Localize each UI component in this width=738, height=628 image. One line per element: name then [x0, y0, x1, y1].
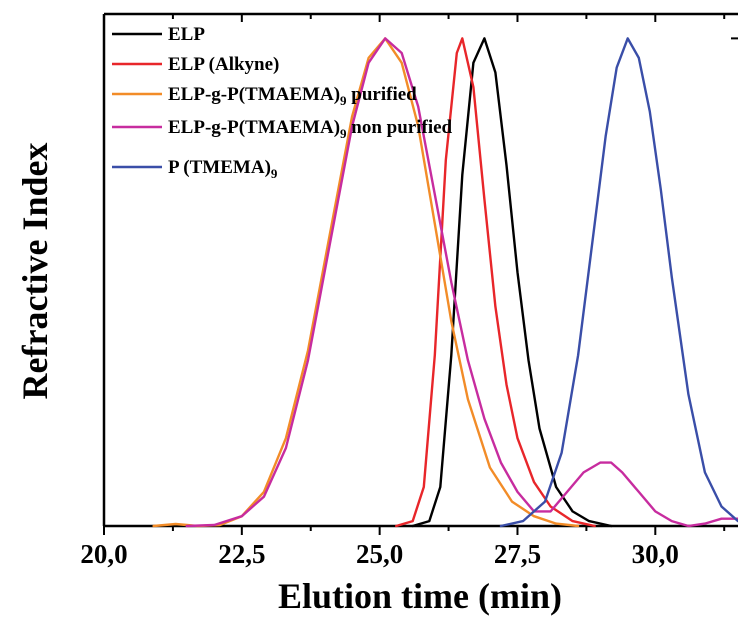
series-line-2 — [395, 37, 596, 528]
series-line-5 — [499, 37, 738, 528]
x-tick-label: 20,0 — [80, 539, 127, 569]
legend-entry: ELP-g-P(TMAEMA)9 purified — [168, 84, 417, 108]
legend-entry: ELP (Alkyne) — [168, 54, 279, 75]
series-layer — [152, 37, 738, 528]
series-line-4 — [185, 37, 738, 528]
x-tick-label: 25,0 — [356, 539, 403, 569]
legend: ELP ELP (Alkyne) ELP-g-P(TMAEMA)9 purified… — [112, 24, 453, 181]
x-tick-label: 22,5 — [218, 539, 265, 569]
legend-entry: ELP-g-P(TMAEMA)9 non purified — [168, 117, 453, 141]
series-line-1 — [411, 37, 613, 528]
x-tick-layer: 20,0 22,5 25,0 27,5 30,0 — [80, 14, 726, 569]
legend-entry: ELP — [168, 24, 205, 45]
y-axis-title: Refractive Index — [15, 143, 55, 400]
x-tick-label: 30,0 — [632, 539, 679, 569]
x-tick-label: 27,5 — [494, 539, 541, 569]
x-axis-title: Elution time (min) — [278, 576, 562, 616]
legend-entry: P (TMEMA)9 — [168, 157, 278, 181]
series-line-3 — [152, 37, 580, 528]
